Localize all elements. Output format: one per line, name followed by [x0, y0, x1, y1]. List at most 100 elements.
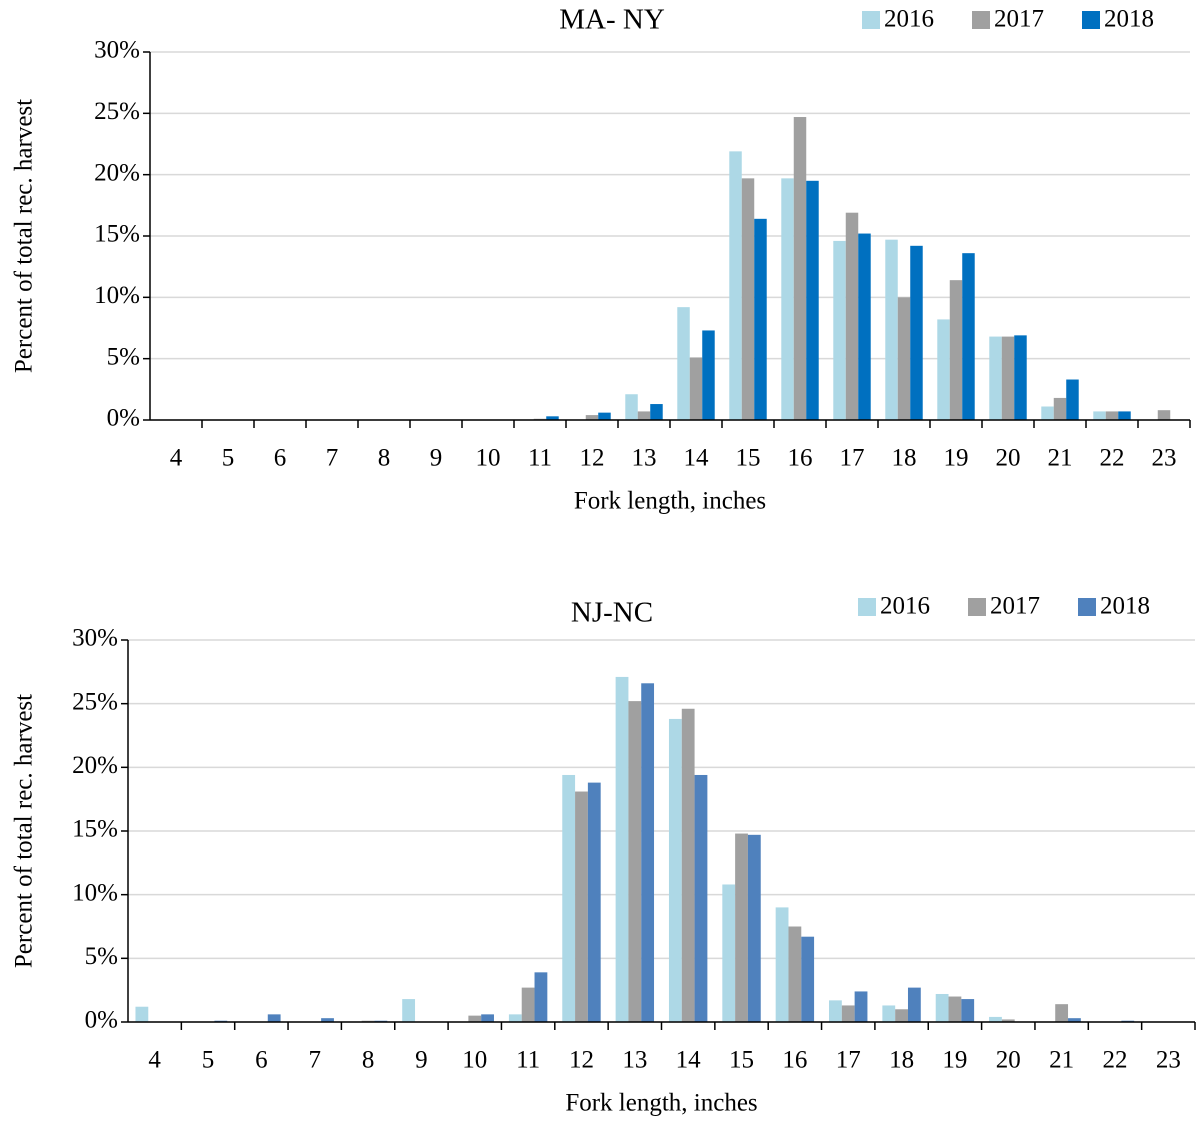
chart-title: MA- NY	[559, 4, 665, 36]
bar	[587, 782, 601, 1022]
bar	[962, 253, 975, 420]
legend: 2016 2017 2018	[862, 6, 1154, 33]
x-tick-label: 6	[255, 1047, 268, 1074]
bar	[895, 1009, 908, 1022]
y-tick-label: 25%	[94, 98, 140, 125]
bar	[321, 1018, 334, 1022]
bar	[689, 357, 703, 420]
legend-label: 2018	[1104, 6, 1154, 33]
x-tick-label: 12	[580, 445, 605, 472]
x-tick-label: 13	[622, 1047, 647, 1074]
bar	[935, 993, 949, 1022]
x-tick-label: 14	[684, 445, 710, 472]
bar	[793, 117, 807, 420]
legend-swatch	[862, 11, 880, 29]
bar	[702, 330, 715, 420]
y-tick-label: 15%	[72, 816, 118, 843]
legend: 2016 2017 2018	[858, 593, 1150, 620]
y-tick-label: 10%	[94, 282, 140, 309]
bar	[1001, 1019, 1015, 1022]
legend-label: 2016	[884, 6, 934, 33]
x-tick-label: 21	[1048, 445, 1073, 472]
x-tick-label: 5	[202, 1047, 215, 1074]
legend-swatch	[972, 11, 990, 29]
legend-label: 2017	[990, 593, 1040, 620]
legend-label: 2018	[1100, 593, 1150, 620]
bar	[949, 280, 963, 420]
bar	[402, 999, 416, 1022]
y-tick-label: 25%	[72, 688, 118, 715]
bar	[615, 676, 629, 1022]
bar	[775, 907, 789, 1022]
x-tick-label: 4	[170, 445, 183, 472]
bar	[637, 411, 651, 420]
x-tick-label: 15	[736, 445, 761, 472]
x-tick-label: 17	[836, 1047, 861, 1074]
x-tick-label: 21	[1049, 1047, 1074, 1074]
x-axis-label: Fork length, inches	[565, 1090, 757, 1117]
bar	[521, 987, 535, 1022]
bar	[481, 1014, 494, 1022]
bar	[729, 151, 742, 421]
y-tick-label: 30%	[72, 625, 118, 652]
bar	[722, 884, 736, 1022]
bar	[677, 307, 690, 420]
bar	[961, 999, 975, 1022]
bar	[135, 1006, 149, 1022]
x-tick-label: 10	[476, 445, 501, 472]
y-tick-label: 20%	[72, 752, 118, 779]
legend-label: 2017	[994, 6, 1044, 33]
bar	[845, 212, 859, 420]
x-tick-label: 23	[1156, 1047, 1181, 1074]
bar	[833, 240, 846, 420]
x-tick-label: 18	[889, 1047, 914, 1074]
bar	[534, 972, 548, 1022]
bar	[806, 180, 819, 420]
bar	[508, 1014, 522, 1022]
bar	[907, 987, 921, 1022]
bar	[562, 774, 576, 1022]
y-tick-label: 30%	[94, 37, 140, 64]
x-tick-label: 18	[892, 445, 917, 472]
bar	[948, 996, 962, 1022]
bar	[585, 415, 599, 420]
bar	[1105, 411, 1119, 420]
bar	[858, 233, 871, 420]
x-tick-label: 8	[362, 1047, 375, 1074]
bar	[754, 218, 767, 420]
y-tick-label: 0%	[85, 1007, 118, 1034]
bar	[468, 1015, 482, 1022]
bar	[885, 239, 898, 420]
x-tick-label: 15	[729, 1047, 754, 1074]
x-tick-label: 19	[944, 445, 969, 472]
x-tick-label: 23	[1152, 445, 1177, 472]
bar	[1053, 397, 1067, 420]
bar	[694, 774, 708, 1022]
x-tick-label: 14	[676, 1047, 702, 1074]
bar	[681, 708, 695, 1022]
x-tick-label: 11	[516, 1047, 540, 1074]
chart-title: NJ-NC	[571, 597, 653, 629]
x-tick-label: 16	[782, 1047, 807, 1074]
bar	[267, 1014, 281, 1022]
x-tick-label: 20	[996, 445, 1021, 472]
bar	[575, 791, 588, 1022]
bar	[650, 404, 663, 420]
x-tick-label: 7	[308, 1047, 321, 1074]
x-tick-label: 6	[274, 445, 287, 472]
x-tick-label: 8	[378, 445, 391, 472]
bar	[854, 991, 868, 1022]
y-tick-label: 15%	[94, 221, 140, 248]
legend-swatch	[1082, 11, 1100, 29]
y-tick-label: 10%	[72, 879, 118, 906]
legend-swatch	[858, 598, 876, 616]
bar	[735, 833, 748, 1022]
y-tick-label: 5%	[85, 943, 118, 970]
bar	[747, 834, 761, 1022]
bar	[546, 416, 559, 420]
x-tick-label: 13	[632, 445, 657, 472]
legend-swatch	[968, 598, 986, 616]
bar	[1093, 411, 1106, 420]
bar	[1055, 1004, 1069, 1022]
bar	[882, 1005, 896, 1022]
